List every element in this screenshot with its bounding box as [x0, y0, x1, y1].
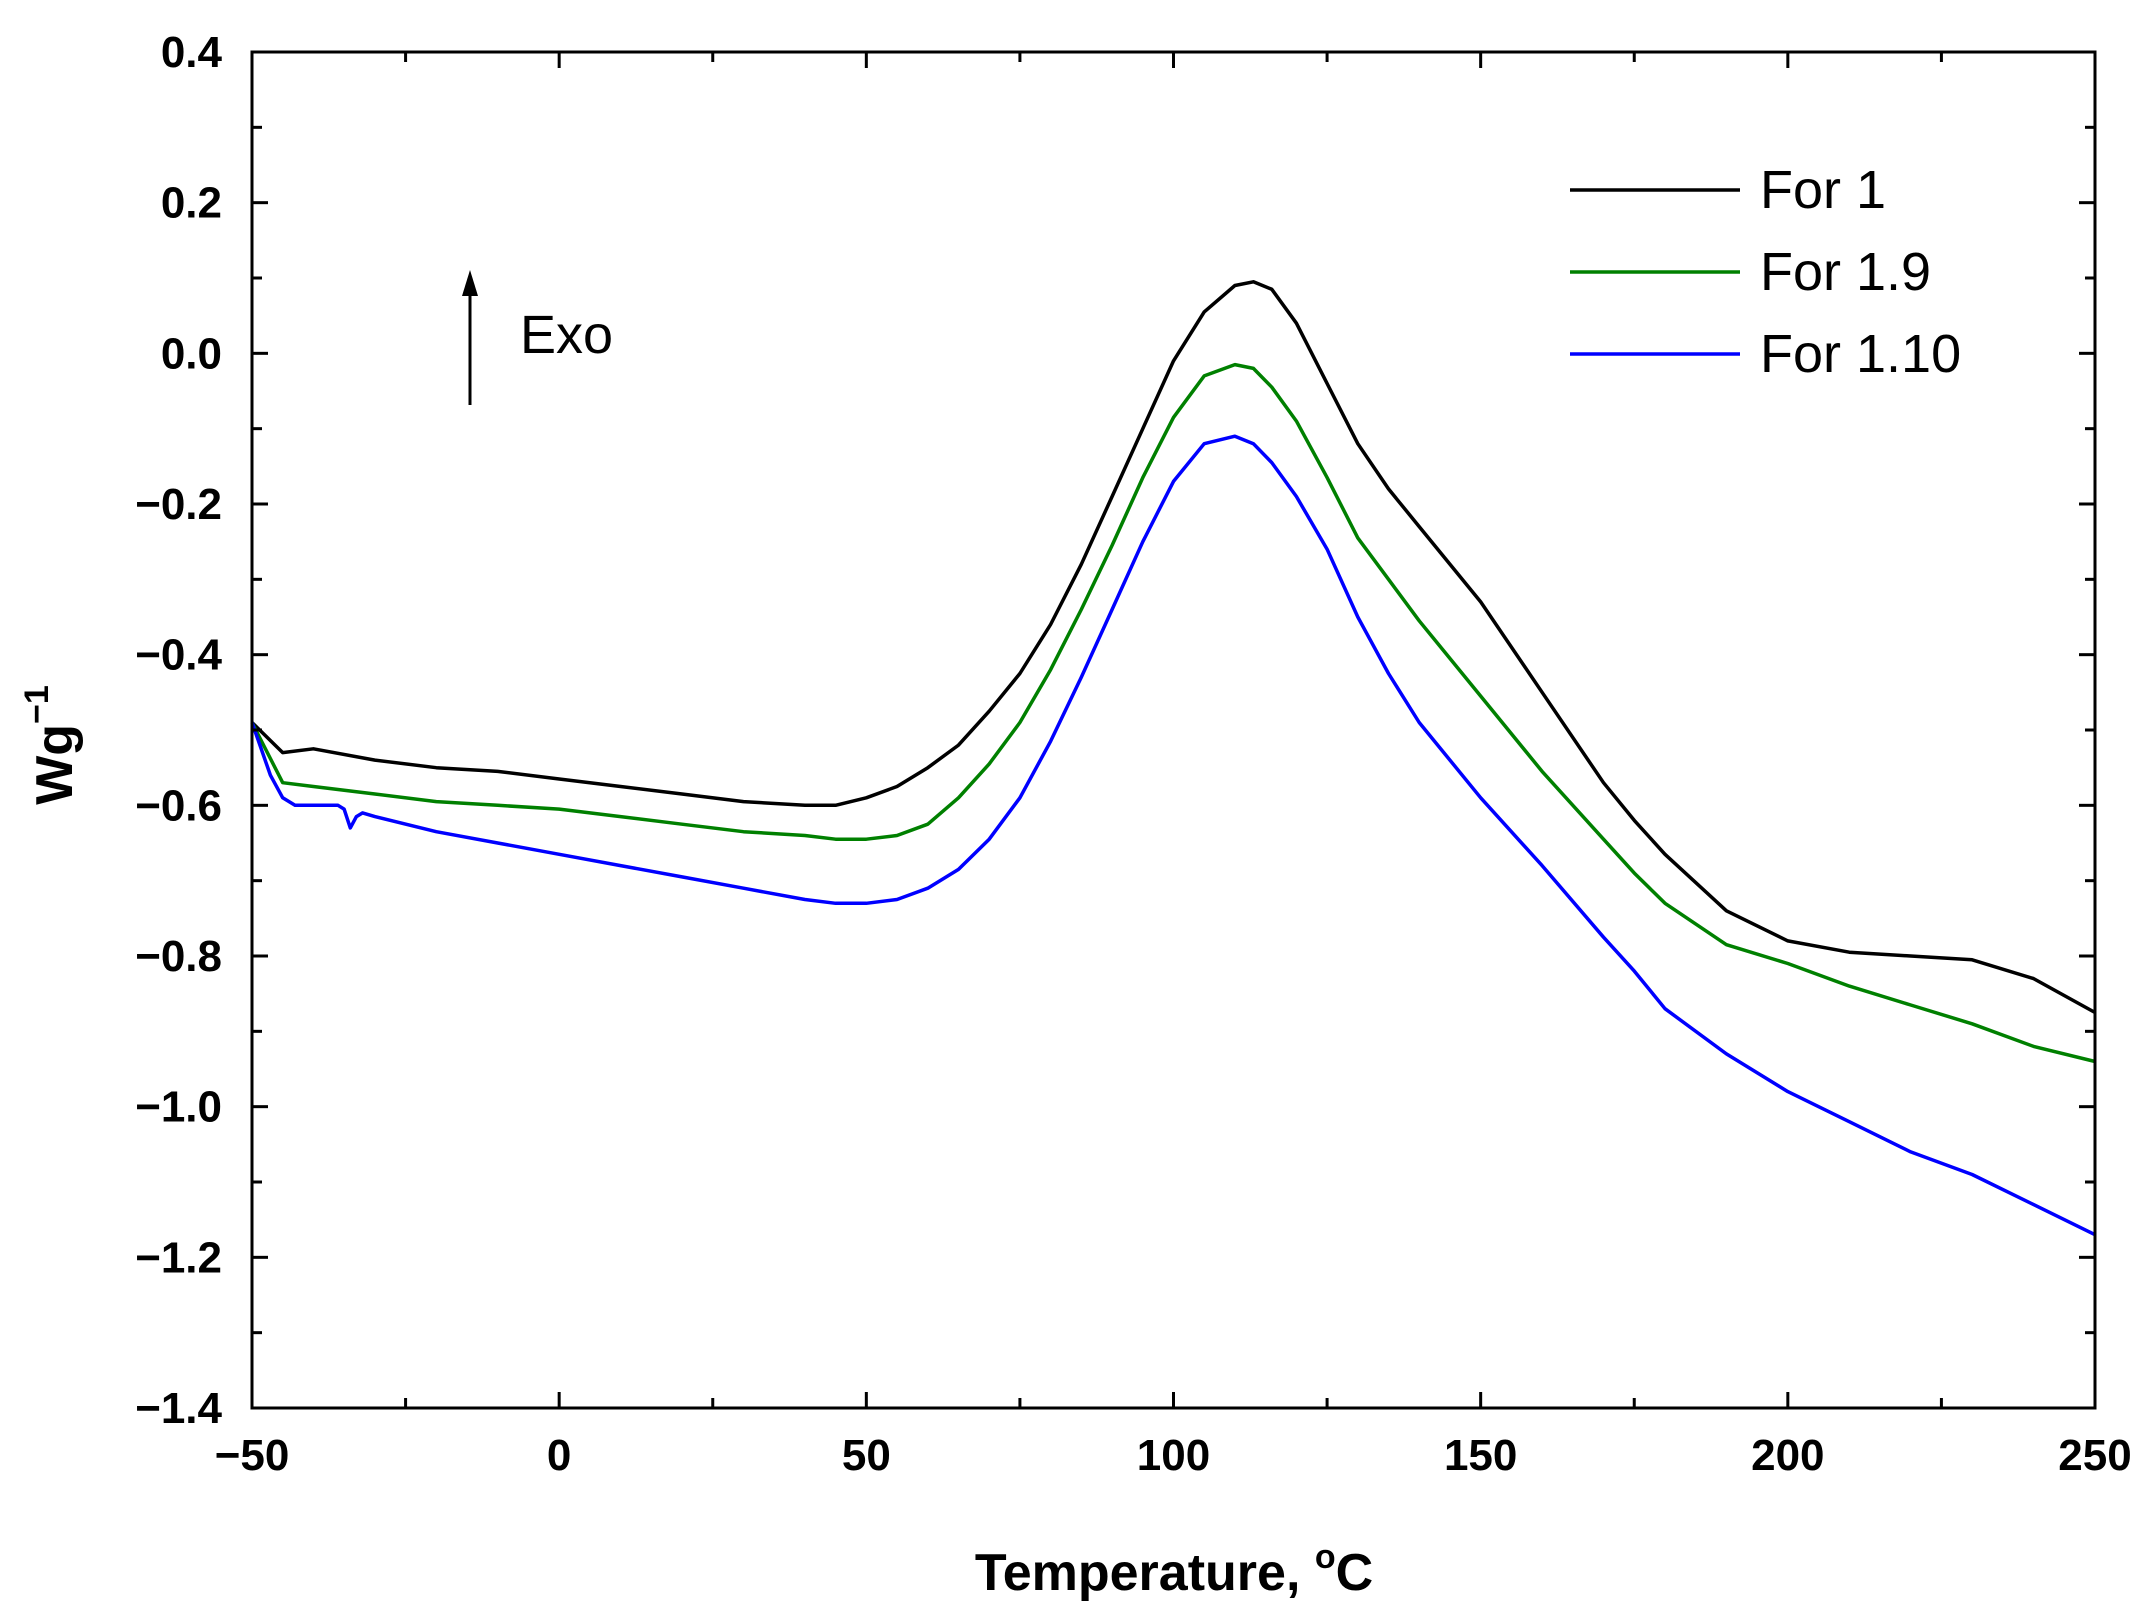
x-tick-label: 250	[2058, 1431, 2131, 1480]
x-tick-label: 50	[842, 1431, 891, 1480]
y-axis-title: Wg−1	[18, 685, 84, 805]
y-tick-label: −0.6	[135, 781, 222, 830]
y-tick-label: 0.2	[161, 179, 222, 228]
y-tick-label: −0.8	[135, 932, 222, 981]
series-line-3	[250, 434, 2096, 1237]
x-tick-label: 150	[1444, 1431, 1517, 1480]
legend: For 1 For 1.9 For 1.10	[1570, 160, 1961, 384]
exo-label: Exo	[520, 305, 613, 365]
x-tick-label: 200	[1751, 1431, 1824, 1480]
exo-annotation: Exo	[462, 270, 613, 405]
legend-label-2: For 1.9	[1760, 242, 1931, 302]
legend-label-3: For 1.10	[1760, 324, 1961, 384]
y-tick-label: −1.4	[135, 1384, 222, 1433]
y-axis-title-superscript: −1	[18, 685, 56, 724]
y-tick-label: 0.4	[161, 28, 223, 77]
y-tick-label: −1.2	[135, 1233, 222, 1282]
y-tick-label: −1.0	[135, 1083, 222, 1132]
x-axis-title-main: Temperature,	[975, 1544, 1315, 1602]
x-axis-title-unit: C	[1336, 1544, 1374, 1602]
series-line-1	[250, 280, 2096, 1015]
series-layer	[250, 280, 2096, 1237]
series-line-2	[250, 362, 2096, 1064]
ticks-layer: −50 0 50 100 150 200 250 0.4 0.2 0.0 −0.2 −0.4 −0.6 −…	[135, 28, 2132, 1480]
y-axis-title-main: Wg	[26, 724, 84, 805]
legend-label-1: For 1	[1760, 160, 1886, 220]
x-tick-label: 100	[1137, 1431, 1210, 1480]
y-tick-label: 0.0	[161, 329, 222, 378]
y-tick-label: −0.4	[135, 631, 222, 680]
x-axis-title: Temperature, oC	[975, 1538, 1373, 1602]
y-tick-label: −0.2	[135, 480, 222, 529]
x-tick-label: −50	[215, 1431, 290, 1480]
x-tick-label: 0	[547, 1431, 571, 1480]
x-axis-title-superscript: o	[1315, 1538, 1336, 1576]
exo-arrow-icon	[462, 270, 478, 296]
